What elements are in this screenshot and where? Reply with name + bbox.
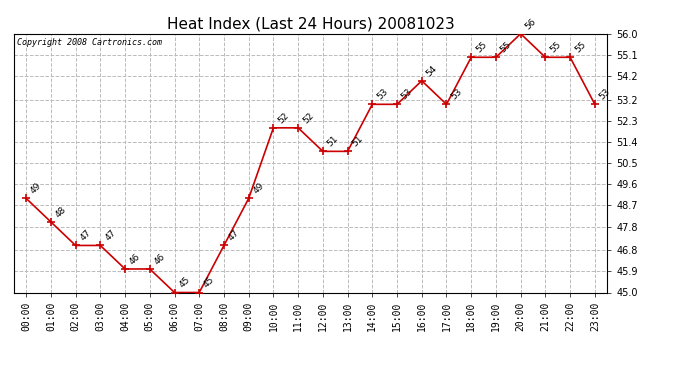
Text: 47: 47	[79, 228, 92, 243]
Text: 55: 55	[499, 40, 513, 54]
Text: 54: 54	[424, 64, 439, 78]
Text: 53: 53	[449, 87, 464, 102]
Text: 46: 46	[128, 252, 142, 266]
Text: 55: 55	[474, 40, 489, 54]
Text: 55: 55	[548, 40, 562, 54]
Text: 47: 47	[103, 228, 117, 243]
Text: 45: 45	[177, 275, 192, 290]
Text: 49: 49	[29, 181, 43, 196]
Text: 47: 47	[227, 228, 241, 243]
Text: Copyright 2008 Cartronics.com: Copyright 2008 Cartronics.com	[17, 38, 161, 46]
Text: 48: 48	[54, 205, 68, 219]
Text: 51: 51	[326, 134, 340, 148]
Text: 52: 52	[276, 111, 290, 125]
Text: 53: 53	[375, 87, 390, 102]
Text: 52: 52	[301, 111, 315, 125]
Text: 53: 53	[400, 87, 414, 102]
Text: 49: 49	[251, 181, 266, 196]
Text: 51: 51	[351, 134, 365, 148]
Text: 56: 56	[524, 16, 538, 31]
Title: Heat Index (Last 24 Hours) 20081023: Heat Index (Last 24 Hours) 20081023	[166, 16, 455, 31]
Text: 55: 55	[573, 40, 587, 54]
Text: 53: 53	[598, 87, 612, 102]
Text: 45: 45	[202, 275, 217, 290]
Text: 46: 46	[152, 252, 167, 266]
